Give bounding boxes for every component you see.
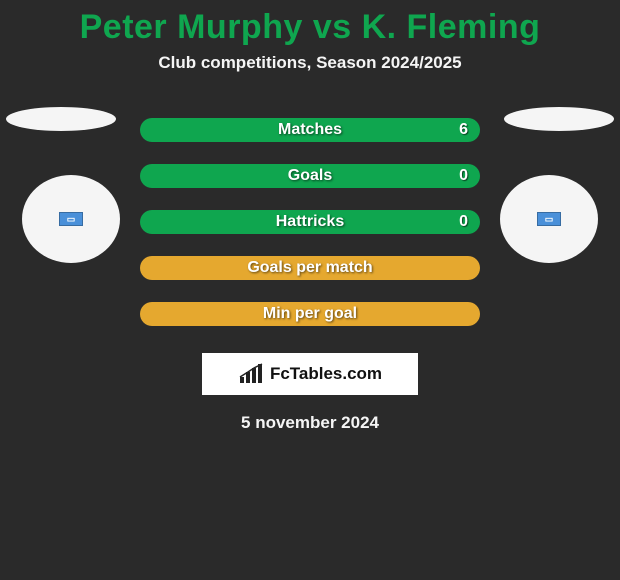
stat-bar: Min per goal xyxy=(140,302,480,326)
subtitle: Club competitions, Season 2024/2025 xyxy=(0,53,620,73)
stat-bar: Goals per match xyxy=(140,256,480,280)
stat-row: Goals0 xyxy=(0,153,620,199)
brand-text: FcTables.com xyxy=(270,364,382,384)
stat-row: Hattricks0 xyxy=(0,199,620,245)
comparison-area: ▭ ▭ Matches6Goals0Hattricks0Goals per ma… xyxy=(0,107,620,433)
stat-row: Goals per match xyxy=(0,245,620,291)
stat-label: Hattricks xyxy=(140,210,480,234)
brand-bars-icon xyxy=(238,363,266,385)
stat-value-right: 0 xyxy=(459,164,468,188)
title-text: Peter Murphy vs K. Fleming xyxy=(80,8,541,46)
stat-row: Matches6 xyxy=(0,107,620,153)
stat-value-right: 0 xyxy=(459,210,468,234)
stat-bar: Matches6 xyxy=(140,118,480,142)
stat-rows: Matches6Goals0Hattricks0Goals per matchM… xyxy=(0,107,620,337)
stat-label: Goals xyxy=(140,164,480,188)
stat-row: Min per goal xyxy=(0,291,620,337)
brand-box: FcTables.com xyxy=(202,353,418,395)
stat-bar: Hattricks0 xyxy=(140,210,480,234)
stat-label: Min per goal xyxy=(140,302,480,326)
stat-bar: Goals0 xyxy=(140,164,480,188)
stat-value-right: 6 xyxy=(459,118,468,142)
date-text: 5 november 2024 xyxy=(0,413,620,433)
stat-label: Goals per match xyxy=(140,256,480,280)
page-title: Peter Murphy vs K. Fleming xyxy=(0,0,620,47)
stat-label: Matches xyxy=(140,118,480,142)
